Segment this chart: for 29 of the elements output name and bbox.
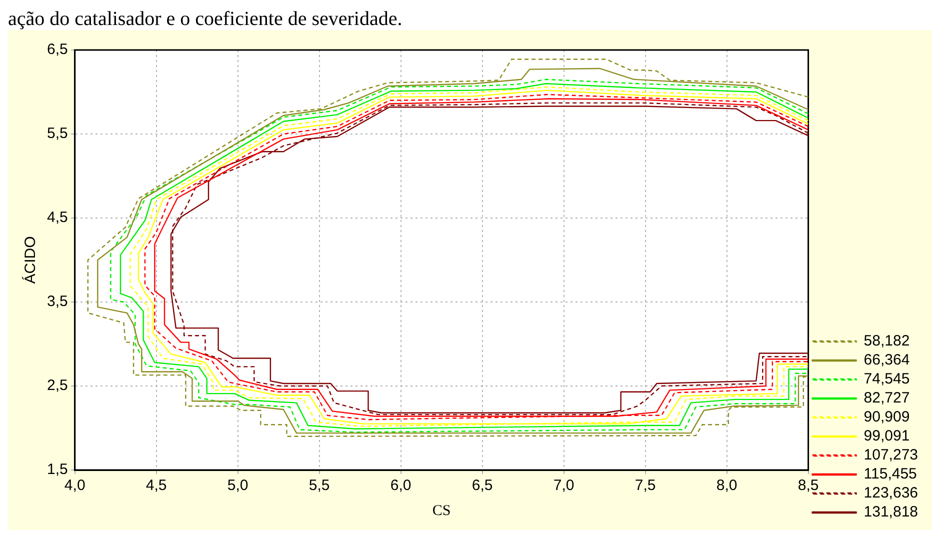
x-tick-label: 7,0 (553, 477, 574, 494)
legend-label: 66,364 (864, 352, 910, 369)
legend-label: 58,182 (864, 332, 910, 350)
legend-label: 99,091 (864, 428, 910, 445)
legend-label: 115,455 (864, 466, 917, 483)
x-axis-title: CS (432, 502, 451, 519)
y-tick-label: 1,5 (46, 461, 68, 478)
y-tick-label: 3,5 (46, 293, 68, 310)
y-tick-label: 6,5 (46, 41, 68, 58)
x-tick-label: 7,5 (634, 477, 656, 494)
y-tick-label: 5,5 (46, 125, 68, 142)
x-tick-label: 5,5 (308, 477, 330, 494)
x-tick-label: 5,0 (227, 477, 248, 494)
legend-label: 90,909 (864, 408, 910, 426)
legend-label: 131,818 (864, 504, 918, 521)
y-tick-label: 4,5 (46, 209, 68, 226)
legend-label: 123,636 (864, 484, 918, 502)
x-tick-label: 4,5 (146, 477, 167, 494)
y-axis-title: ÁCIDO (21, 236, 40, 284)
legend-label: 82,727 (864, 390, 910, 407)
x-tick-label: 8,5 (798, 477, 819, 494)
y-tick-label: 2,5 (46, 377, 68, 394)
x-tick-label: 6,0 (390, 477, 412, 494)
x-tick-label: 6,5 (472, 477, 493, 494)
x-tick-label: 8,0 (716, 477, 738, 494)
legend-label: 74,545 (864, 370, 910, 388)
legend-label: 107,273 (864, 446, 918, 464)
x-tick-label: 4,0 (64, 477, 86, 494)
text: ação do catalisador e o coeficiente de severidade. (8, 8, 404, 30)
